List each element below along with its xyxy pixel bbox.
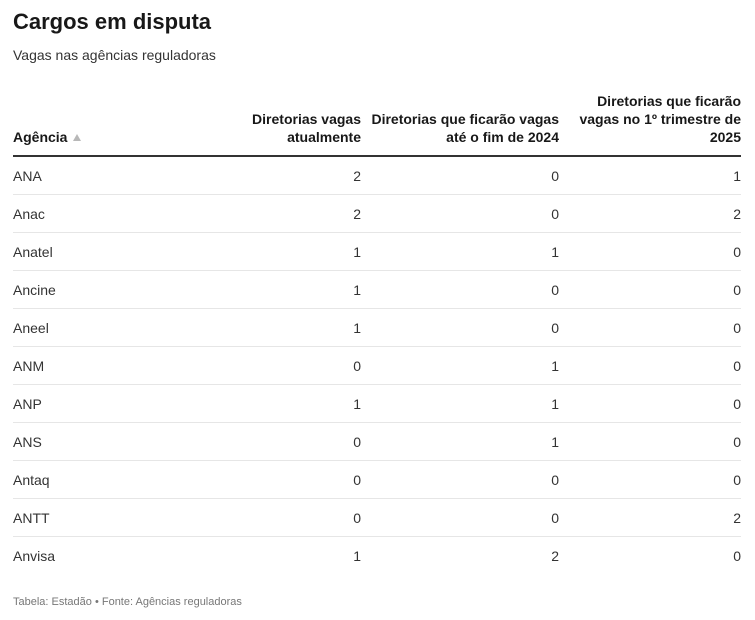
source-footer: Tabela: Estadão • Fonte: Agências regula…	[13, 596, 242, 608]
value-cell-vagas-1-tri-2025: 0	[559, 270, 741, 309]
value-cell-vagas-atualmente: 0	[178, 422, 361, 461]
value-cell-vagas-atualmente: 1	[178, 232, 361, 271]
table-row: ANP 1 1 0	[13, 384, 741, 423]
agency-name-cell: Anvisa	[13, 547, 56, 564]
value-cell-vagas-fim-2024: 0	[361, 498, 559, 537]
header-row: Agência Diretorias vagas atualmente Direto…	[13, 90, 741, 157]
agency-name-cell: ANA	[13, 156, 178, 195]
table-row: ANS 0 1 0	[13, 422, 741, 461]
column-header-label: Diretorias que ficarão vagas no 1º trime…	[579, 93, 741, 145]
table-row: Aneel 1 0 0	[13, 308, 741, 347]
column-header-vagas-atualmente: Diretorias vagas atualmente	[178, 90, 361, 157]
agency-name-cell: ANM	[13, 346, 178, 385]
value-cell-vagas-1-tri-2025: 0	[559, 308, 741, 347]
table-body: ANA 2 0 1 Anac 2 0 2 Anatel 1 1 0 Ancine 1 0 0 Aneel 1 0 0 A…	[13, 156, 741, 574]
table-row: ANA 2 0 1	[13, 156, 741, 195]
sort-ascending-icon[interactable]	[73, 134, 82, 141]
table-row: Anac 2 0 2	[13, 194, 741, 233]
table-row: Anatel 1 1 0	[13, 232, 741, 271]
value-cell-vagas-atualmente: 1	[178, 270, 361, 309]
agency-name-cell: Ancine	[13, 270, 178, 309]
table-row: ANM 0 1 0	[13, 346, 741, 385]
agency-name-cell: Antaq	[13, 460, 178, 499]
agency-name-cell: ANTT	[13, 498, 178, 537]
value-cell-vagas-atualmente: 1	[353, 547, 361, 564]
value-cell-vagas-atualmente: 2	[178, 194, 361, 233]
column-header-label: Agência	[13, 129, 68, 145]
value-cell-vagas-1-tri-2025: 2	[559, 194, 741, 233]
data-table: Agência Diretorias vagas atualmente Direto…	[13, 90, 741, 574]
value-cell-vagas-fim-2024: 1	[361, 232, 559, 271]
column-header-vagas-1-tri-2025: Diretorias que ficarão vagas no 1º trime…	[559, 90, 741, 157]
value-cell-vagas-atualmente: 1	[178, 384, 361, 423]
value-cell-vagas-fim-2024: 0	[361, 460, 559, 499]
agency-name-cell: Anatel	[13, 232, 178, 271]
value-cell-vagas-fim-2024: 0	[361, 308, 559, 347]
value-cell-vagas-1-tri-2025: 0	[559, 460, 741, 499]
value-cell-vagas-fim-2024: 1	[361, 384, 559, 423]
value-cell-vagas-atualmente: 0	[178, 346, 361, 385]
agency-name-cell: Aneel	[13, 308, 178, 347]
value-cell-vagas-fim-2024: 1	[361, 422, 559, 461]
page-subtitle: Vagas nas agências reguladoras	[13, 47, 216, 63]
column-header-vagas-fim-2024: Diretorias que ficarão vagas até o fim d…	[361, 90, 559, 157]
value-cell-vagas-fim-2024: 0	[361, 194, 559, 233]
value-cell-vagas-1-tri-2025: 0	[559, 346, 741, 385]
page-title: Cargos em disputa	[13, 9, 212, 34]
value-cell-vagas-fim-2024: 2	[551, 547, 559, 564]
value-cell-vagas-1-tri-2025: 0	[559, 384, 741, 423]
value-cell-vagas-atualmente: 1	[178, 308, 361, 347]
value-cell-vagas-fim-2024: 1	[361, 346, 559, 385]
value-cell-vagas-1-tri-2025: 2	[559, 498, 741, 537]
value-cell-vagas-1-tri-2025: 0	[733, 547, 741, 564]
column-header-label: Diretorias que ficarão vagas até o fim d…	[371, 111, 559, 145]
value-cell-vagas-atualmente: 0	[178, 498, 361, 537]
column-header-label: Diretorias vagas atualmente	[252, 111, 361, 145]
agency-name-cell: Anac	[13, 194, 178, 233]
value-cell-vagas-atualmente: 0	[178, 460, 361, 499]
table-row: Antaq 0 0 0	[13, 460, 741, 499]
value-cell-vagas-1-tri-2025: 0	[559, 422, 741, 461]
table-row: Ancine 1 0 0	[13, 270, 741, 309]
value-cell-vagas-atualmente: 2	[178, 156, 361, 195]
value-cell-vagas-fim-2024: 0	[361, 156, 559, 195]
value-cell-vagas-fim-2024: 0	[361, 270, 559, 309]
value-cell-vagas-1-tri-2025: 0	[559, 232, 741, 271]
agency-name-cell: ANS	[13, 422, 178, 461]
value-cell-vagas-1-tri-2025: 1	[559, 156, 741, 195]
agency-name-cell: ANP	[13, 384, 178, 423]
column-header-agencia[interactable]: Agência	[13, 90, 178, 157]
table-row: ANTT 0 0 2	[13, 498, 741, 537]
table-row: Anvisa 1 2 0	[13, 537, 741, 575]
table-header: Agência Diretorias vagas atualmente Direto…	[13, 90, 741, 157]
